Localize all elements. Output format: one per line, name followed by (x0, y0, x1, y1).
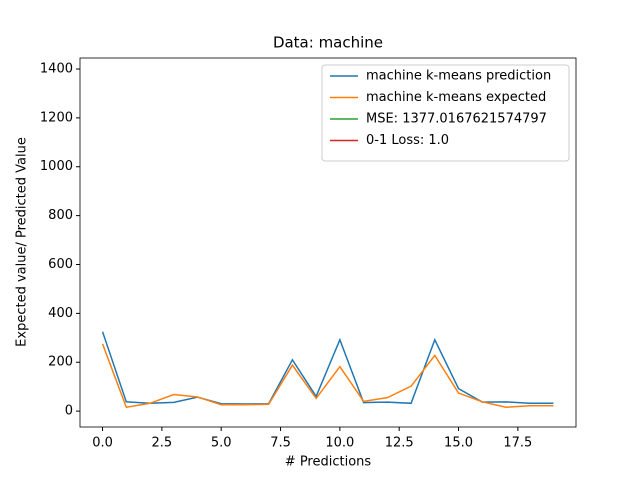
axes-frame (79, 57, 577, 428)
y-tick-label: 1200 (40, 110, 73, 125)
x-tick-label: 12.5 (385, 436, 414, 451)
x-tick-label: 15.0 (444, 436, 473, 451)
y-axis-label: Expected value/ Predicted Value (15, 137, 30, 347)
legend-label: MSE: 1377.0167621574797 (366, 112, 547, 127)
legend-label: 0-1 Loss: 1.0 (366, 133, 449, 148)
legend-label: machine k-means expected (366, 90, 546, 105)
x-tick-label: 10.0 (325, 436, 354, 451)
legend-box (321, 64, 570, 162)
legend-label: machine k-means prediction (366, 69, 551, 84)
x-tick-label: 17.5 (503, 436, 532, 451)
y-tick-label: 800 (48, 208, 73, 223)
y-tick-label: 0 (65, 404, 73, 419)
chart-title: Data: machine (273, 34, 383, 52)
x-tick-label: 7.5 (270, 436, 291, 451)
y-tick-label: 1400 (40, 61, 73, 76)
x-tick-label: 0.0 (92, 436, 113, 451)
x-tick-label: 2.5 (152, 436, 173, 451)
y-tick-label: 600 (48, 257, 73, 272)
y-tick-label: 400 (48, 306, 73, 321)
y-tick-label: 200 (48, 355, 73, 370)
x-tick-label: 5.0 (211, 436, 232, 451)
y-tick-label: 1000 (40, 159, 73, 174)
series-line (101, 343, 554, 409)
x-axis-label: # Predictions (285, 455, 372, 470)
